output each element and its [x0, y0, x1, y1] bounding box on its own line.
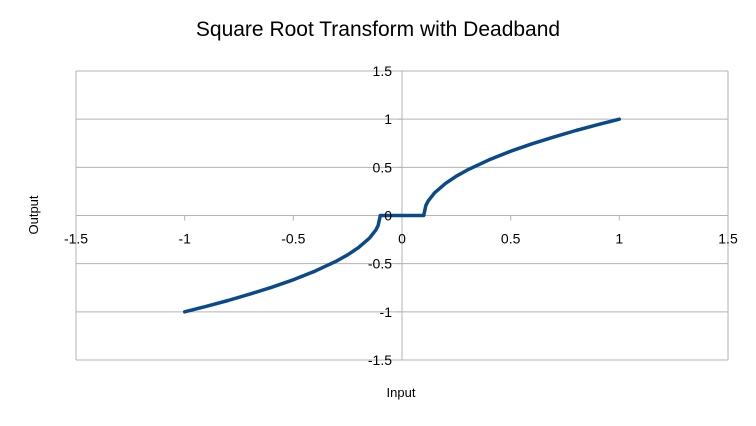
y-tick-label: 1: [384, 111, 392, 127]
y-axis-title: Output: [26, 195, 41, 234]
x-tick-label: 0.5: [501, 231, 521, 247]
x-tick-label: 1: [615, 231, 623, 247]
chart-title: Square Root Transform with Deadband: [195, 18, 561, 41]
tick-labels: -1.5 -1 -0.5 0 0.5 1 1.5 -1.5 -1 -0.5 0 0.5 1 1.5: [64, 63, 738, 368]
y-tick-label: -1.5: [368, 352, 392, 368]
x-tick-label: -0.5: [281, 231, 305, 247]
x-tick-label: -1.5: [64, 231, 88, 247]
x-tick-label: 1.5: [718, 231, 738, 247]
y-tick-label: 0.5: [373, 159, 393, 175]
x-axis-title: Input: [387, 385, 416, 400]
series-layer: [182, 117, 622, 314]
y-tick-label: -1: [380, 304, 393, 320]
y-tick-label: 0: [384, 208, 392, 224]
y-tick-label: -0.5: [368, 256, 392, 272]
y-tick-label: 1.5: [373, 63, 393, 79]
series-line: [182, 117, 622, 314]
x-tick-label: -1: [178, 231, 191, 247]
x-tick-label: 0: [398, 231, 406, 247]
